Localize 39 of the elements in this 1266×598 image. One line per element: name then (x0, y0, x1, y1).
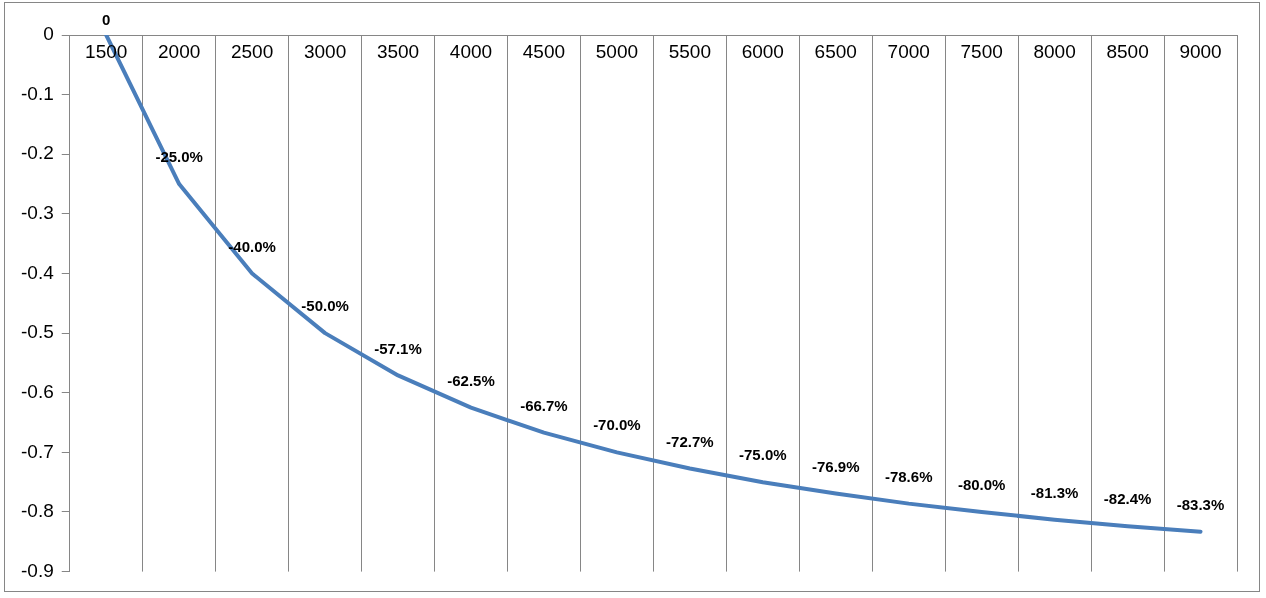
data-label: -70.0% (593, 416, 641, 434)
x-tick-label: 4000 (449, 40, 493, 62)
x-tick-label: 4500 (522, 40, 566, 62)
y-tick-label: -0.8 (20, 500, 54, 522)
x-tick-label: 8500 (1106, 40, 1149, 62)
x-tick-label: 5500 (668, 40, 711, 62)
data-label: -80.0% (957, 476, 1006, 494)
x-tick-label: 5000 (595, 40, 639, 62)
x-tick-label: 2500 (230, 40, 274, 62)
data-label: -75.0% (739, 446, 787, 464)
y-tick-label: -0.3 (20, 202, 54, 224)
data-label: -66.7% (520, 396, 568, 414)
x-tick-label: 3500 (376, 40, 420, 62)
x-tick-label: 2000 (158, 40, 201, 62)
data-label: -82.4% (1103, 490, 1152, 508)
y-tick-label: -0.1 (20, 82, 54, 104)
data-label: -62.5% (447, 371, 495, 389)
x-tick-label: 7000 (887, 40, 930, 62)
data-label: -83.3% (1176, 495, 1225, 513)
x-tick-label: 6000 (741, 40, 784, 62)
data-label: -78.6% (884, 467, 933, 485)
x-tick-label: 3000 (303, 40, 347, 62)
x-tick-label: 9000 (1179, 40, 1222, 62)
data-label: -50.0% (301, 297, 349, 315)
x-tick-label: 6500 (814, 40, 857, 62)
y-tick-label: 0 (43, 23, 54, 45)
data-label: -76.9% (811, 457, 860, 475)
y-tick-label: -0.6 (20, 380, 54, 402)
y-tick-label: -0.2 (20, 142, 54, 164)
data-label: -57.1% (374, 339, 422, 357)
data-label: -72.7% (666, 432, 714, 450)
y-tick-label: -0.4 (20, 261, 55, 283)
x-tick-label: 7500 (960, 40, 1003, 62)
data-label: -81.3% (1030, 483, 1079, 501)
y-tick-label: -0.5 (20, 321, 54, 343)
data-label: 0 (102, 11, 111, 29)
x-tick-label: 8000 (1033, 40, 1076, 62)
y-tick-label: -0.7 (20, 440, 54, 462)
y-tick-label: -0.9 (20, 559, 54, 581)
